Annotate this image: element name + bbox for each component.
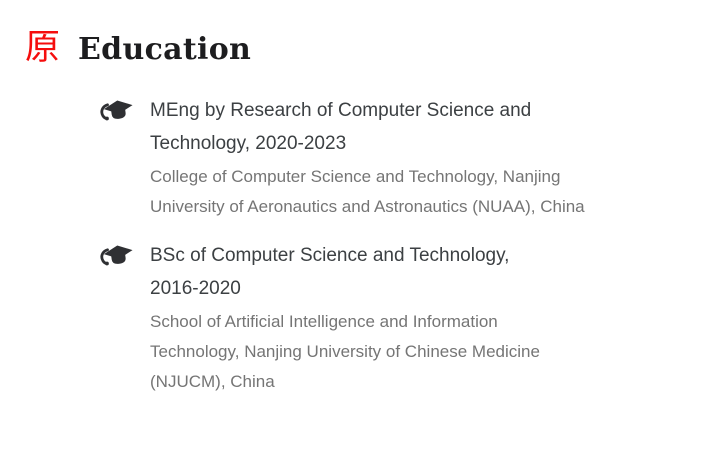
degree-title: BSc of Computer Science and Technology, … bbox=[150, 245, 510, 300]
section-header: 原 Education bbox=[0, 0, 702, 68]
section-title: Education bbox=[78, 32, 252, 67]
degree-title: MEng by Research of Computer Science and… bbox=[150, 100, 532, 155]
education-list: MEng by Research of Computer Science and… bbox=[98, 94, 702, 397]
education-item: MEng by Research of Computer Science and… bbox=[98, 94, 702, 222]
graduation-cap-icon bbox=[98, 98, 136, 126]
institution-text: School of Artificial Intelligence and In… bbox=[150, 312, 540, 392]
institution-text: College of Computer Science and Technolo… bbox=[150, 167, 585, 217]
graduation-cap-icon bbox=[98, 243, 136, 271]
education-item-text: MEng by Research of Computer Science and… bbox=[150, 94, 585, 222]
education-item-text: BSc of Computer Science and Technology, … bbox=[150, 239, 540, 397]
education-item: BSc of Computer Science and Technology, … bbox=[98, 239, 702, 397]
site-logo-glyph: 原 bbox=[25, 28, 61, 68]
